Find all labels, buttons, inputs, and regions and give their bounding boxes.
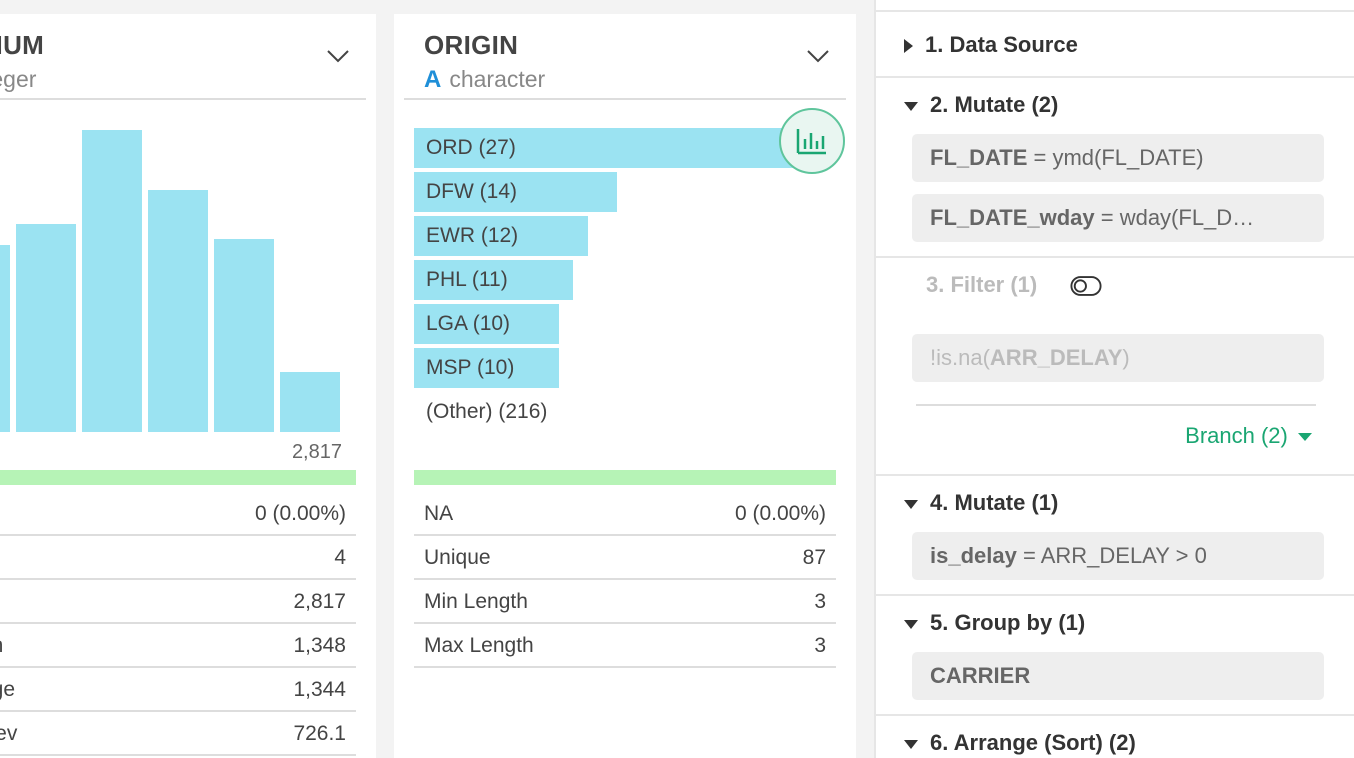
other-bar-label: (Other) (216) <box>426 400 548 423</box>
chart-view-button[interactable] <box>779 108 845 174</box>
bar-chart-icon <box>796 129 826 155</box>
histogram-bar[interactable] <box>280 372 340 432</box>
frequency-bar-label: MSP (10) <box>426 356 515 379</box>
step-filter[interactable]: 3. Filter (1) <box>926 272 1038 297</box>
frequency-bar-label: DFW (14) <box>426 180 517 203</box>
frequency-bar[interactable] <box>414 348 559 388</box>
histogram-bar[interactable] <box>148 190 208 432</box>
stat-row: Min Length 3 <box>414 580 836 624</box>
histogram-bar[interactable] <box>82 130 142 432</box>
histogram-max-tick: 2,817 <box>291 441 342 463</box>
frequency-bar[interactable] <box>414 172 617 212</box>
stat-value: 3 <box>814 634 826 657</box>
collapse-icon <box>904 101 918 111</box>
frequency-bar-label: EWR (12) <box>426 224 519 247</box>
frequency-bar-label: PHL (11) <box>426 268 508 291</box>
stat-value: 2,817 <box>293 590 346 613</box>
chevron-down-icon[interactable] <box>806 44 830 68</box>
stat-value: 0 (0.00%) <box>254 502 346 525</box>
step-item[interactable]: !is.na(ARR_DELAY) <box>912 334 1324 382</box>
frequency-bar[interactable] <box>414 128 800 168</box>
collapse-icon <box>904 739 918 749</box>
stat-label: Min Length <box>424 590 528 613</box>
frequency-bar-label: LGA (10) <box>426 312 511 335</box>
stat-row: Max Length 3 <box>414 624 836 668</box>
step-arrange[interactable]: 6. Arrange (Sort) (2) <box>904 730 1136 756</box>
caret-down-icon <box>1298 433 1312 442</box>
stat-value: 87 <box>802 546 826 569</box>
step-group-by[interactable]: 5. Group by (1) <box>904 610 1085 636</box>
step-mutate-2[interactable]: 2. Mutate (2) <box>904 92 1058 118</box>
histogram-bar[interactable] <box>16 224 76 432</box>
stat-value: 4 <box>334 546 346 569</box>
stat-row: 4 <box>0 536 356 580</box>
stat-value: 0 (0.00%) <box>734 502 826 525</box>
step-data-source[interactable]: 1. Data Source <box>904 32 1078 58</box>
stat-label: an <box>0 634 3 658</box>
step-item[interactable]: FL_DATE = ymd(FL_DATE) <box>912 134 1324 182</box>
stat-row: age 1,344 <box>0 668 356 712</box>
toggle-icon[interactable] <box>1070 275 1102 297</box>
stat-value: 1,348 <box>293 634 346 657</box>
column-name: NUM <box>0 30 45 60</box>
stat-label: age <box>0 678 16 701</box>
expand-icon <box>904 39 913 54</box>
frequency-bar[interactable] <box>414 304 559 344</box>
column-type: character <box>449 66 546 92</box>
branch-button[interactable]: Branch (2) <box>1185 423 1312 449</box>
numeric-column-card: NUM teger 2,817 0 (0.00%) 4 2,817 an 1,348 ag… <box>0 14 376 758</box>
stat-row: NA 0 (0.00%) <box>414 492 836 536</box>
collapse-icon <box>904 499 918 509</box>
stat-label: Unique <box>424 546 491 569</box>
frequency-bar-label: ORD (27) <box>426 136 516 159</box>
collapse-icon <box>904 619 918 629</box>
character-type-icon: A <box>424 66 442 93</box>
frequency-bar[interactable] <box>414 216 588 256</box>
validity-bar <box>414 470 836 485</box>
column-name: ORIGIN <box>424 30 519 60</box>
stat-label: NA <box>424 502 454 525</box>
steps-panel: 1. Data Source 2. Mutate (2) FL_DATE = y… <box>874 0 1354 758</box>
stat-row: Dev 726.1 <box>0 712 356 756</box>
stat-row: 2,817 <box>0 580 356 624</box>
stat-value: 726.1 <box>293 722 346 745</box>
step-item[interactable]: FL_DATE_wday = wday(FL_D… <box>912 194 1324 242</box>
stat-value: 3 <box>814 590 826 613</box>
stat-value: 1,344 <box>293 678 346 701</box>
step-mutate-1[interactable]: 4. Mutate (1) <box>904 490 1058 516</box>
histogram-bar[interactable] <box>214 239 274 432</box>
step-item[interactable]: CARRIER <box>912 652 1324 700</box>
validity-bar <box>0 470 356 485</box>
stat-row: an 1,348 <box>0 624 356 668</box>
stat-row: 0 (0.00%) <box>0 492 356 536</box>
stat-label: Dev <box>0 722 18 745</box>
stat-label: Max Length <box>424 634 534 657</box>
column-type: teger <box>0 66 37 92</box>
step-item[interactable]: is_delay = ARR_DELAY > 0 <box>912 532 1324 580</box>
chevron-down-icon[interactable] <box>326 44 350 68</box>
stat-row: Unique 87 <box>414 536 836 580</box>
frequency-bar[interactable] <box>414 260 573 300</box>
histogram-bar[interactable] <box>0 245 10 432</box>
column-header[interactable]: NUM teger <box>0 14 366 100</box>
